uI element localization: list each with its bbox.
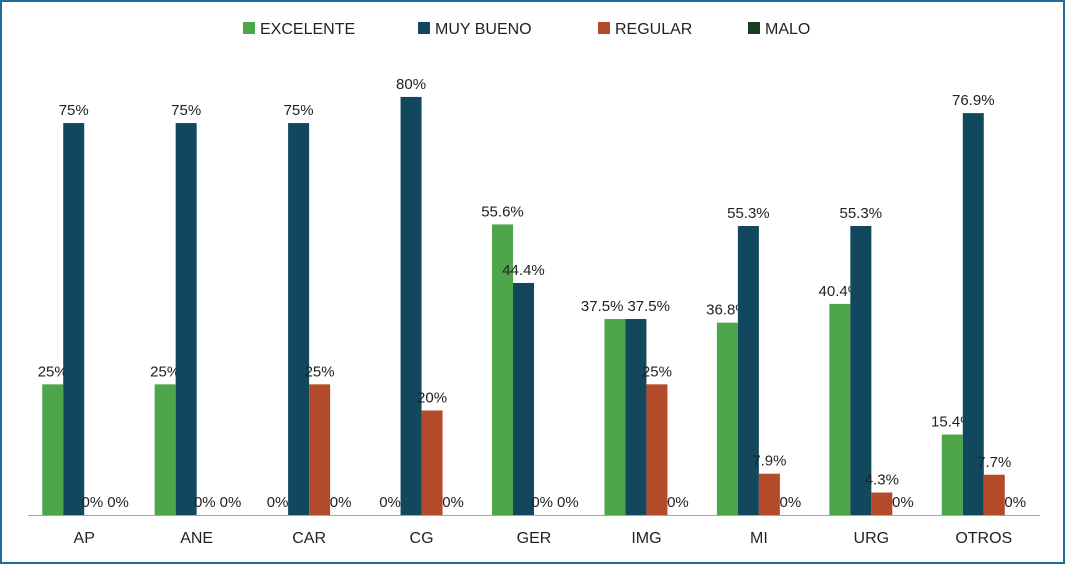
bar-car-regular <box>309 384 331 515</box>
x-tick-label: MI <box>750 530 768 547</box>
data-label: 7.9% <box>752 453 786 470</box>
data-label: 76.9% <box>952 92 995 109</box>
data-label: 44.4% <box>502 262 545 279</box>
bar-urg-muy-bueno <box>850 226 872 515</box>
x-tick-label: GER <box>517 530 552 547</box>
bar-img-excelente <box>604 319 626 515</box>
data-label: 80% <box>396 76 426 93</box>
bar-mi-excelente <box>716 322 738 515</box>
x-tick-label: ANE <box>180 530 213 547</box>
data-label: 0% <box>194 494 216 511</box>
bar-ger-excelente <box>492 224 513 516</box>
bar-ap-excelente <box>42 384 64 515</box>
legend-swatch-muy-bueno <box>418 22 430 34</box>
bar-ane-muy-bueno <box>175 123 197 516</box>
x-tick-label: URG <box>854 530 890 547</box>
data-label: 0% <box>892 494 914 511</box>
legend-swatch-malo <box>748 22 760 34</box>
data-label: 25% <box>38 363 68 380</box>
data-label: 4.3% <box>865 472 899 489</box>
legend-swatch-excelente <box>243 22 255 34</box>
bar-otros-excelente <box>941 434 963 515</box>
bar-otros-muy-bueno <box>962 113 984 515</box>
x-tick-label: IMG <box>631 530 661 547</box>
bar-mi-muy-bueno <box>737 226 759 515</box>
data-label: 75% <box>171 102 201 119</box>
bar-cg-regular <box>421 410 443 515</box>
bar-urg-regular <box>871 492 893 515</box>
data-label: 0% <box>667 494 689 511</box>
data-label: 25% <box>642 363 672 380</box>
data-label: 0% <box>557 494 579 511</box>
legend-label: REGULAR <box>615 21 692 38</box>
data-label: 0% <box>442 494 464 511</box>
data-label: 37.5% <box>627 298 670 315</box>
data-label: 0% <box>267 494 289 511</box>
bar-otros-regular <box>983 474 1005 515</box>
data-label: 75% <box>59 102 89 119</box>
legend-label: EXCELENTE <box>260 21 355 38</box>
data-label: 0% <box>1004 494 1026 511</box>
data-label: 7.7% <box>977 454 1011 471</box>
data-label: 0% <box>107 494 129 511</box>
data-label: 55.3% <box>840 205 883 222</box>
data-label: 25% <box>150 363 180 380</box>
x-tick-label: CG <box>410 530 434 547</box>
legend-swatch-regular <box>598 22 610 34</box>
bar-img-muy-bueno <box>625 319 647 515</box>
bar-mi-regular <box>758 473 780 515</box>
data-label: 25% <box>305 363 335 380</box>
x-tick-label: OTROS <box>955 530 1012 547</box>
legend-label: MALO <box>765 21 810 38</box>
data-label: 20% <box>417 389 447 406</box>
legend-label: MUY BUENO <box>435 21 532 38</box>
bar-ger-muy-bueno <box>513 282 534 515</box>
bar-car-muy-bueno <box>288 123 310 516</box>
data-label: 55.3% <box>727 205 770 222</box>
data-label: 0% <box>780 494 802 511</box>
bar-ap-muy-bueno <box>63 123 85 516</box>
bar-ane-excelente <box>154 384 176 515</box>
data-label: 75% <box>284 102 314 119</box>
data-label: 0% <box>82 494 104 511</box>
data-label: 0% <box>379 494 401 511</box>
bar-img-regular <box>646 384 668 515</box>
x-tick-label: CAR <box>292 530 326 547</box>
data-label: 0% <box>531 494 553 511</box>
data-label: 0% <box>330 494 352 511</box>
data-label: 55.6% <box>481 203 524 220</box>
bar-cg-muy-bueno <box>400 96 422 516</box>
x-tick-label: AP <box>74 530 95 547</box>
data-label: 37.5% <box>581 298 624 315</box>
bar-urg-excelente <box>829 303 851 515</box>
data-label: 0% <box>220 494 242 511</box>
